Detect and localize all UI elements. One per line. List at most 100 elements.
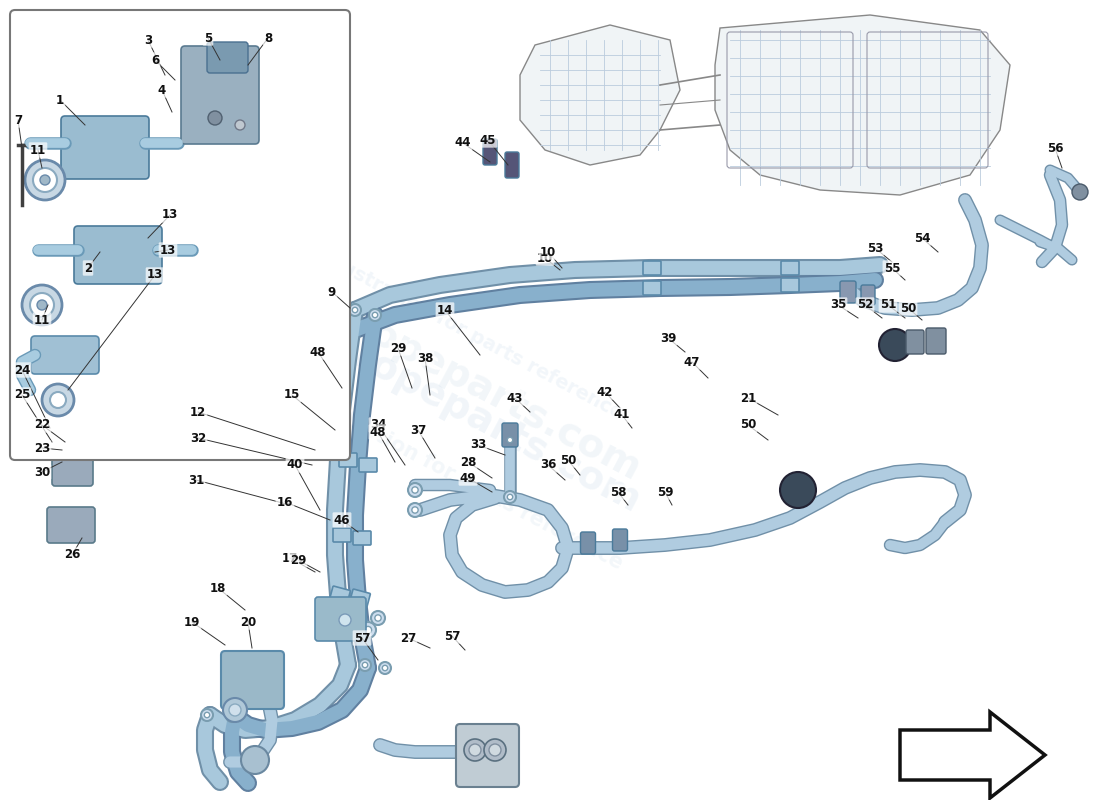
Circle shape [37, 300, 47, 310]
Circle shape [229, 704, 241, 716]
Text: 16: 16 [277, 495, 294, 509]
FancyBboxPatch shape [505, 152, 519, 178]
Text: 23: 23 [34, 442, 51, 454]
Circle shape [464, 739, 486, 761]
Text: 41: 41 [614, 409, 630, 422]
Text: 45: 45 [480, 134, 496, 146]
FancyBboxPatch shape [359, 458, 377, 472]
FancyBboxPatch shape [333, 528, 351, 542]
Circle shape [63, 433, 73, 443]
FancyBboxPatch shape [353, 531, 371, 545]
Circle shape [339, 614, 351, 626]
Circle shape [411, 507, 418, 513]
Text: 12: 12 [190, 406, 206, 418]
Circle shape [469, 744, 481, 756]
Circle shape [490, 744, 500, 756]
Text: europeparts.com: europeparts.com [299, 311, 647, 521]
Circle shape [507, 438, 513, 442]
FancyBboxPatch shape [906, 330, 924, 354]
Circle shape [504, 491, 516, 503]
Text: 24: 24 [14, 363, 30, 377]
Text: 48: 48 [370, 426, 386, 438]
Text: 36: 36 [540, 458, 557, 471]
Text: 4: 4 [158, 83, 166, 97]
Text: 50: 50 [560, 454, 576, 466]
Circle shape [333, 608, 358, 632]
Text: 58: 58 [609, 486, 626, 498]
Text: 10: 10 [540, 246, 557, 258]
Text: 30: 30 [34, 466, 51, 478]
FancyBboxPatch shape [483, 139, 497, 165]
Text: 37: 37 [410, 423, 426, 437]
Text: 40: 40 [287, 458, 304, 471]
Text: 2: 2 [84, 262, 92, 274]
Circle shape [1072, 184, 1088, 200]
Text: 59: 59 [657, 486, 673, 498]
FancyBboxPatch shape [221, 651, 284, 709]
Text: 13: 13 [147, 269, 163, 282]
Text: 6: 6 [151, 54, 160, 66]
FancyBboxPatch shape [330, 586, 350, 604]
Circle shape [241, 746, 270, 774]
FancyBboxPatch shape [182, 46, 258, 144]
FancyBboxPatch shape [861, 285, 875, 305]
Text: 53: 53 [867, 242, 883, 254]
FancyBboxPatch shape [60, 116, 148, 179]
Text: 56: 56 [1047, 142, 1064, 154]
Circle shape [64, 424, 72, 432]
FancyBboxPatch shape [581, 532, 595, 554]
Polygon shape [715, 15, 1010, 195]
FancyBboxPatch shape [207, 42, 248, 73]
Text: 55: 55 [883, 262, 900, 274]
Circle shape [408, 483, 422, 497]
Text: 20: 20 [240, 615, 256, 629]
Circle shape [364, 626, 372, 634]
Text: 50: 50 [900, 302, 916, 314]
FancyBboxPatch shape [10, 10, 350, 460]
Circle shape [362, 662, 367, 668]
Circle shape [879, 329, 911, 361]
FancyBboxPatch shape [840, 281, 856, 303]
Circle shape [379, 662, 390, 674]
Text: 34: 34 [370, 418, 386, 431]
Text: 8: 8 [264, 31, 272, 45]
Text: 54: 54 [914, 231, 931, 245]
Circle shape [352, 307, 358, 313]
Circle shape [411, 487, 418, 493]
FancyBboxPatch shape [339, 453, 358, 467]
Circle shape [359, 659, 371, 671]
Circle shape [383, 666, 387, 670]
Circle shape [368, 309, 381, 321]
Text: 17: 17 [282, 551, 298, 565]
Text: 39: 39 [660, 331, 676, 345]
FancyBboxPatch shape [47, 507, 95, 543]
Text: 13: 13 [160, 243, 176, 257]
Text: illustration for parts reference: illustration for parts reference [320, 249, 626, 423]
Text: 44: 44 [454, 137, 471, 150]
FancyBboxPatch shape [644, 281, 661, 295]
Text: 42: 42 [597, 386, 613, 398]
Text: 15: 15 [284, 389, 300, 402]
Text: 51: 51 [880, 298, 896, 311]
FancyBboxPatch shape [926, 328, 946, 354]
FancyBboxPatch shape [456, 724, 519, 787]
Circle shape [408, 503, 422, 517]
Text: 29: 29 [289, 554, 306, 566]
Circle shape [42, 384, 74, 416]
Text: 26: 26 [64, 549, 80, 562]
Text: 13: 13 [162, 209, 178, 222]
Text: 52: 52 [857, 298, 873, 311]
Text: 47: 47 [684, 355, 701, 369]
Circle shape [484, 739, 506, 761]
Circle shape [30, 293, 54, 317]
Circle shape [33, 168, 57, 192]
Circle shape [208, 111, 222, 125]
Text: 3: 3 [144, 34, 152, 46]
Text: 11: 11 [30, 143, 46, 157]
FancyBboxPatch shape [644, 261, 661, 275]
Text: 7: 7 [14, 114, 22, 126]
Text: 29: 29 [389, 342, 406, 354]
Circle shape [223, 698, 248, 722]
FancyBboxPatch shape [52, 452, 94, 486]
Circle shape [371, 611, 385, 625]
